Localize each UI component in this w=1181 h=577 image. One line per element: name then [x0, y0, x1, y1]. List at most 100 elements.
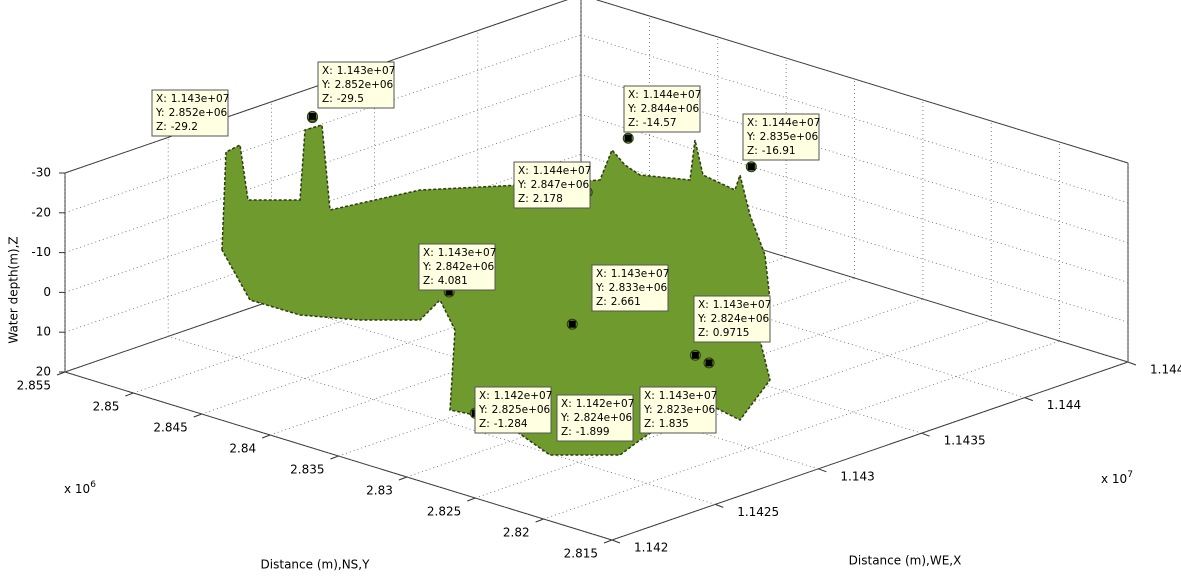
y-exponent-power: 6: [90, 480, 96, 490]
tip-value: 2.835e+06: [760, 131, 819, 143]
tip-key: Z:: [596, 296, 607, 308]
tip-row: Y: 2.847e+06: [517, 179, 590, 191]
tip-key: Z:: [628, 117, 639, 129]
y-tick: [330, 455, 339, 460]
tip-box: [591, 264, 669, 312]
tip-value: 2.178: [533, 193, 563, 205]
tip-key: Y:: [517, 179, 527, 191]
tip-key: X:: [479, 390, 490, 402]
data-tip: X: 1.144e+07 Y: 2.847e+06 Z: 2.178: [513, 161, 591, 209]
data-tip: X: 1.143e+07 Y: 2.823e+06Z: 1.835: [639, 386, 717, 434]
tip-marker: [445, 288, 453, 296]
tip-value: 1.143e+07: [713, 299, 772, 311]
grid-line: [64, 371, 613, 541]
grid-line: [580, 34, 1129, 204]
tip-marker: [624, 134, 632, 142]
tip-marker: [308, 112, 316, 120]
tip-value: -1.899: [576, 426, 610, 438]
tip-row: X: 1.143e+07: [644, 390, 717, 402]
tip-key: Z:: [423, 275, 434, 287]
x-tick-label: 1.144: [1047, 398, 1081, 412]
z-axis-label: Water depth(m),Z: [7, 236, 21, 343]
y-tick: [261, 434, 271, 439]
tip-key: Y:: [155, 107, 165, 119]
tip-key: Y:: [697, 313, 707, 325]
tip-key: Y:: [422, 261, 432, 273]
grid-line: [595, 0, 1129, 164]
tip-value: 1.143e+07: [171, 93, 230, 105]
y-tick: [535, 518, 544, 523]
x-exponent-base: x 10: [1101, 472, 1127, 486]
x-exponent: x 107: [1101, 470, 1133, 486]
tip-key: Y:: [643, 404, 653, 416]
tip-value: 1.143e+07: [438, 247, 497, 259]
x-tick: [818, 468, 827, 473]
tip-key: X:: [322, 65, 333, 77]
tip-box: [556, 394, 634, 442]
tip-key: Y:: [595, 282, 605, 294]
y-tick: [398, 476, 408, 481]
tip-value: 1.143e+07: [659, 390, 718, 402]
data-tip: X: 1.143e+07 Y: 2.852e+06Z: -29.5: [317, 61, 395, 109]
tip-key: Y:: [560, 412, 570, 424]
y-tick: [125, 392, 134, 397]
tip-value: 1.143e+07: [337, 65, 396, 77]
tip-row: Y: 2.833e+06: [595, 282, 668, 294]
z-tick-label: 20: [36, 365, 51, 379]
tip-box: [418, 243, 496, 291]
tip-row: X: 1.144e+07: [518, 165, 591, 177]
y-tick-label: 2.835: [290, 463, 324, 477]
tip-key: X:: [561, 398, 572, 410]
y-exponent-base: x 10: [64, 482, 90, 496]
data-tip: X: 1.143e+07 Y: 2.833e+06Z: 2.661: [591, 264, 669, 312]
tip-value: -14.57: [643, 117, 677, 129]
tip-key: Y:: [478, 404, 488, 416]
tip-marker: [691, 351, 699, 359]
y-exponent: x 106: [64, 480, 96, 496]
tip-key: X:: [423, 247, 434, 259]
tip-row: X: 1.143e+07: [322, 65, 395, 77]
tip-box: [317, 61, 395, 109]
tip-value: 2.823e+06: [657, 404, 716, 416]
x-tick: [921, 432, 930, 437]
y-tick-label: 2.815: [564, 547, 598, 561]
tip-box: [742, 113, 820, 161]
grid-line: [271, 300, 819, 470]
grid-line: [543, 340, 1060, 520]
z-tick-label: 0: [43, 285, 51, 299]
y-tick-label: 2.84: [229, 442, 256, 456]
y-tick-label: 2.855: [17, 379, 51, 393]
tip-row: X: 1.143e+07: [596, 268, 669, 280]
tip-value: -29.2: [171, 121, 198, 133]
tip-row: Y: 2.844e+06: [627, 103, 700, 115]
tip-value: 2.852e+06: [335, 79, 394, 91]
y-tick: [193, 413, 202, 418]
tip-row: Y: 2.835e+06: [746, 131, 819, 143]
tip-key: Z:: [561, 426, 572, 438]
tip-key: X:: [644, 390, 655, 402]
data-tip: X: 1.143e+07 Y: 2.842e+06 Z: 4.081: [418, 243, 497, 291]
tip-value: 2.824e+06: [711, 313, 770, 325]
y-tick-label: 2.85: [93, 400, 120, 414]
tip-value: -16.91: [762, 145, 796, 157]
tip-box: [639, 386, 717, 434]
tip-row: Z: 2.178: [518, 193, 563, 205]
tip-row: X: 1.142e+07: [479, 390, 552, 402]
tip-value: 2.824e+06: [574, 412, 633, 424]
tip-row: Z: 4.081: [423, 275, 468, 287]
tip-row: X: 1.144e+07: [747, 117, 820, 129]
tip-value: 1.143e+07: [611, 268, 670, 280]
x-tick: [1127, 361, 1137, 366]
tip-key: X:: [698, 299, 709, 311]
tip-row: Y: 2.824e+06: [560, 412, 633, 424]
z-tick-label: -20: [31, 205, 51, 219]
tip-value: 2.847e+06: [531, 179, 590, 191]
grid-line: [168, 336, 716, 505]
data-tip: X: 1.143e+07 Y: 2.852e+06Z: -29.2: [151, 89, 230, 137]
tip-row: Y: 2.842e+06: [422, 261, 495, 273]
x-exponent-power: 7: [1127, 470, 1133, 480]
tip-row: Z: -29.2: [156, 121, 198, 133]
z-tick-label: 10: [36, 325, 51, 339]
x-tick-label: 1.142: [634, 541, 668, 555]
